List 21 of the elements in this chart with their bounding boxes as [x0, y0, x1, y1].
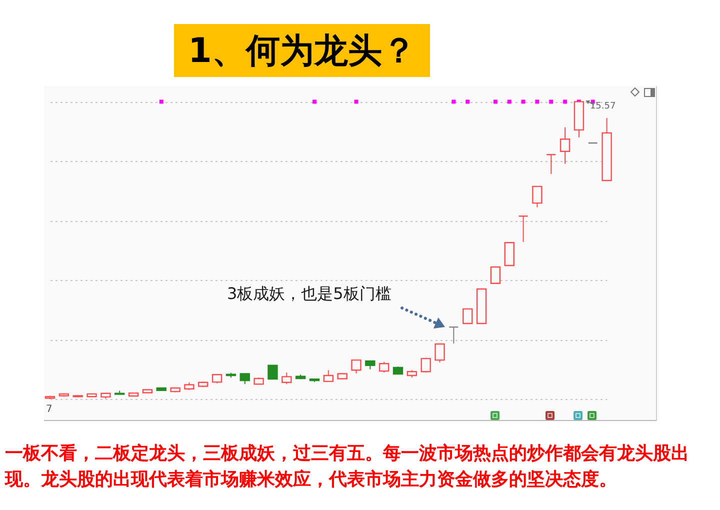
candlestick	[240, 372, 250, 385]
candlestick	[532, 186, 542, 208]
annotation: 7	[46, 404, 52, 415]
candlestick	[212, 374, 222, 384]
chart-title: 1、何为龙头？	[174, 24, 430, 77]
annotation: 3板成妖，也是5板门槛	[227, 284, 392, 303]
text: 一板不看，二板定龙头，三板成妖，过三有五。每一波市场热点的炒作都会有龙头股出现。龙头股的出现代表着市场赚米效应，代表市场主力资金做多的坚决态度。	[5, 442, 690, 492]
candlestick	[434, 342, 445, 363]
candlestick	[504, 242, 514, 267]
candlestick	[518, 216, 528, 243]
candlestick	[268, 364, 278, 380]
candlestick	[462, 308, 473, 324]
candlestick	[282, 372, 292, 385]
candlestick	[448, 326, 459, 344]
annotation: 15.57	[590, 102, 616, 112]
candlestick	[560, 126, 570, 164]
candlestick	[546, 154, 556, 174]
candlestick	[378, 361, 390, 374]
candlestick	[351, 358, 362, 374]
candlestick	[490, 266, 501, 284]
candlestick	[420, 357, 431, 374]
